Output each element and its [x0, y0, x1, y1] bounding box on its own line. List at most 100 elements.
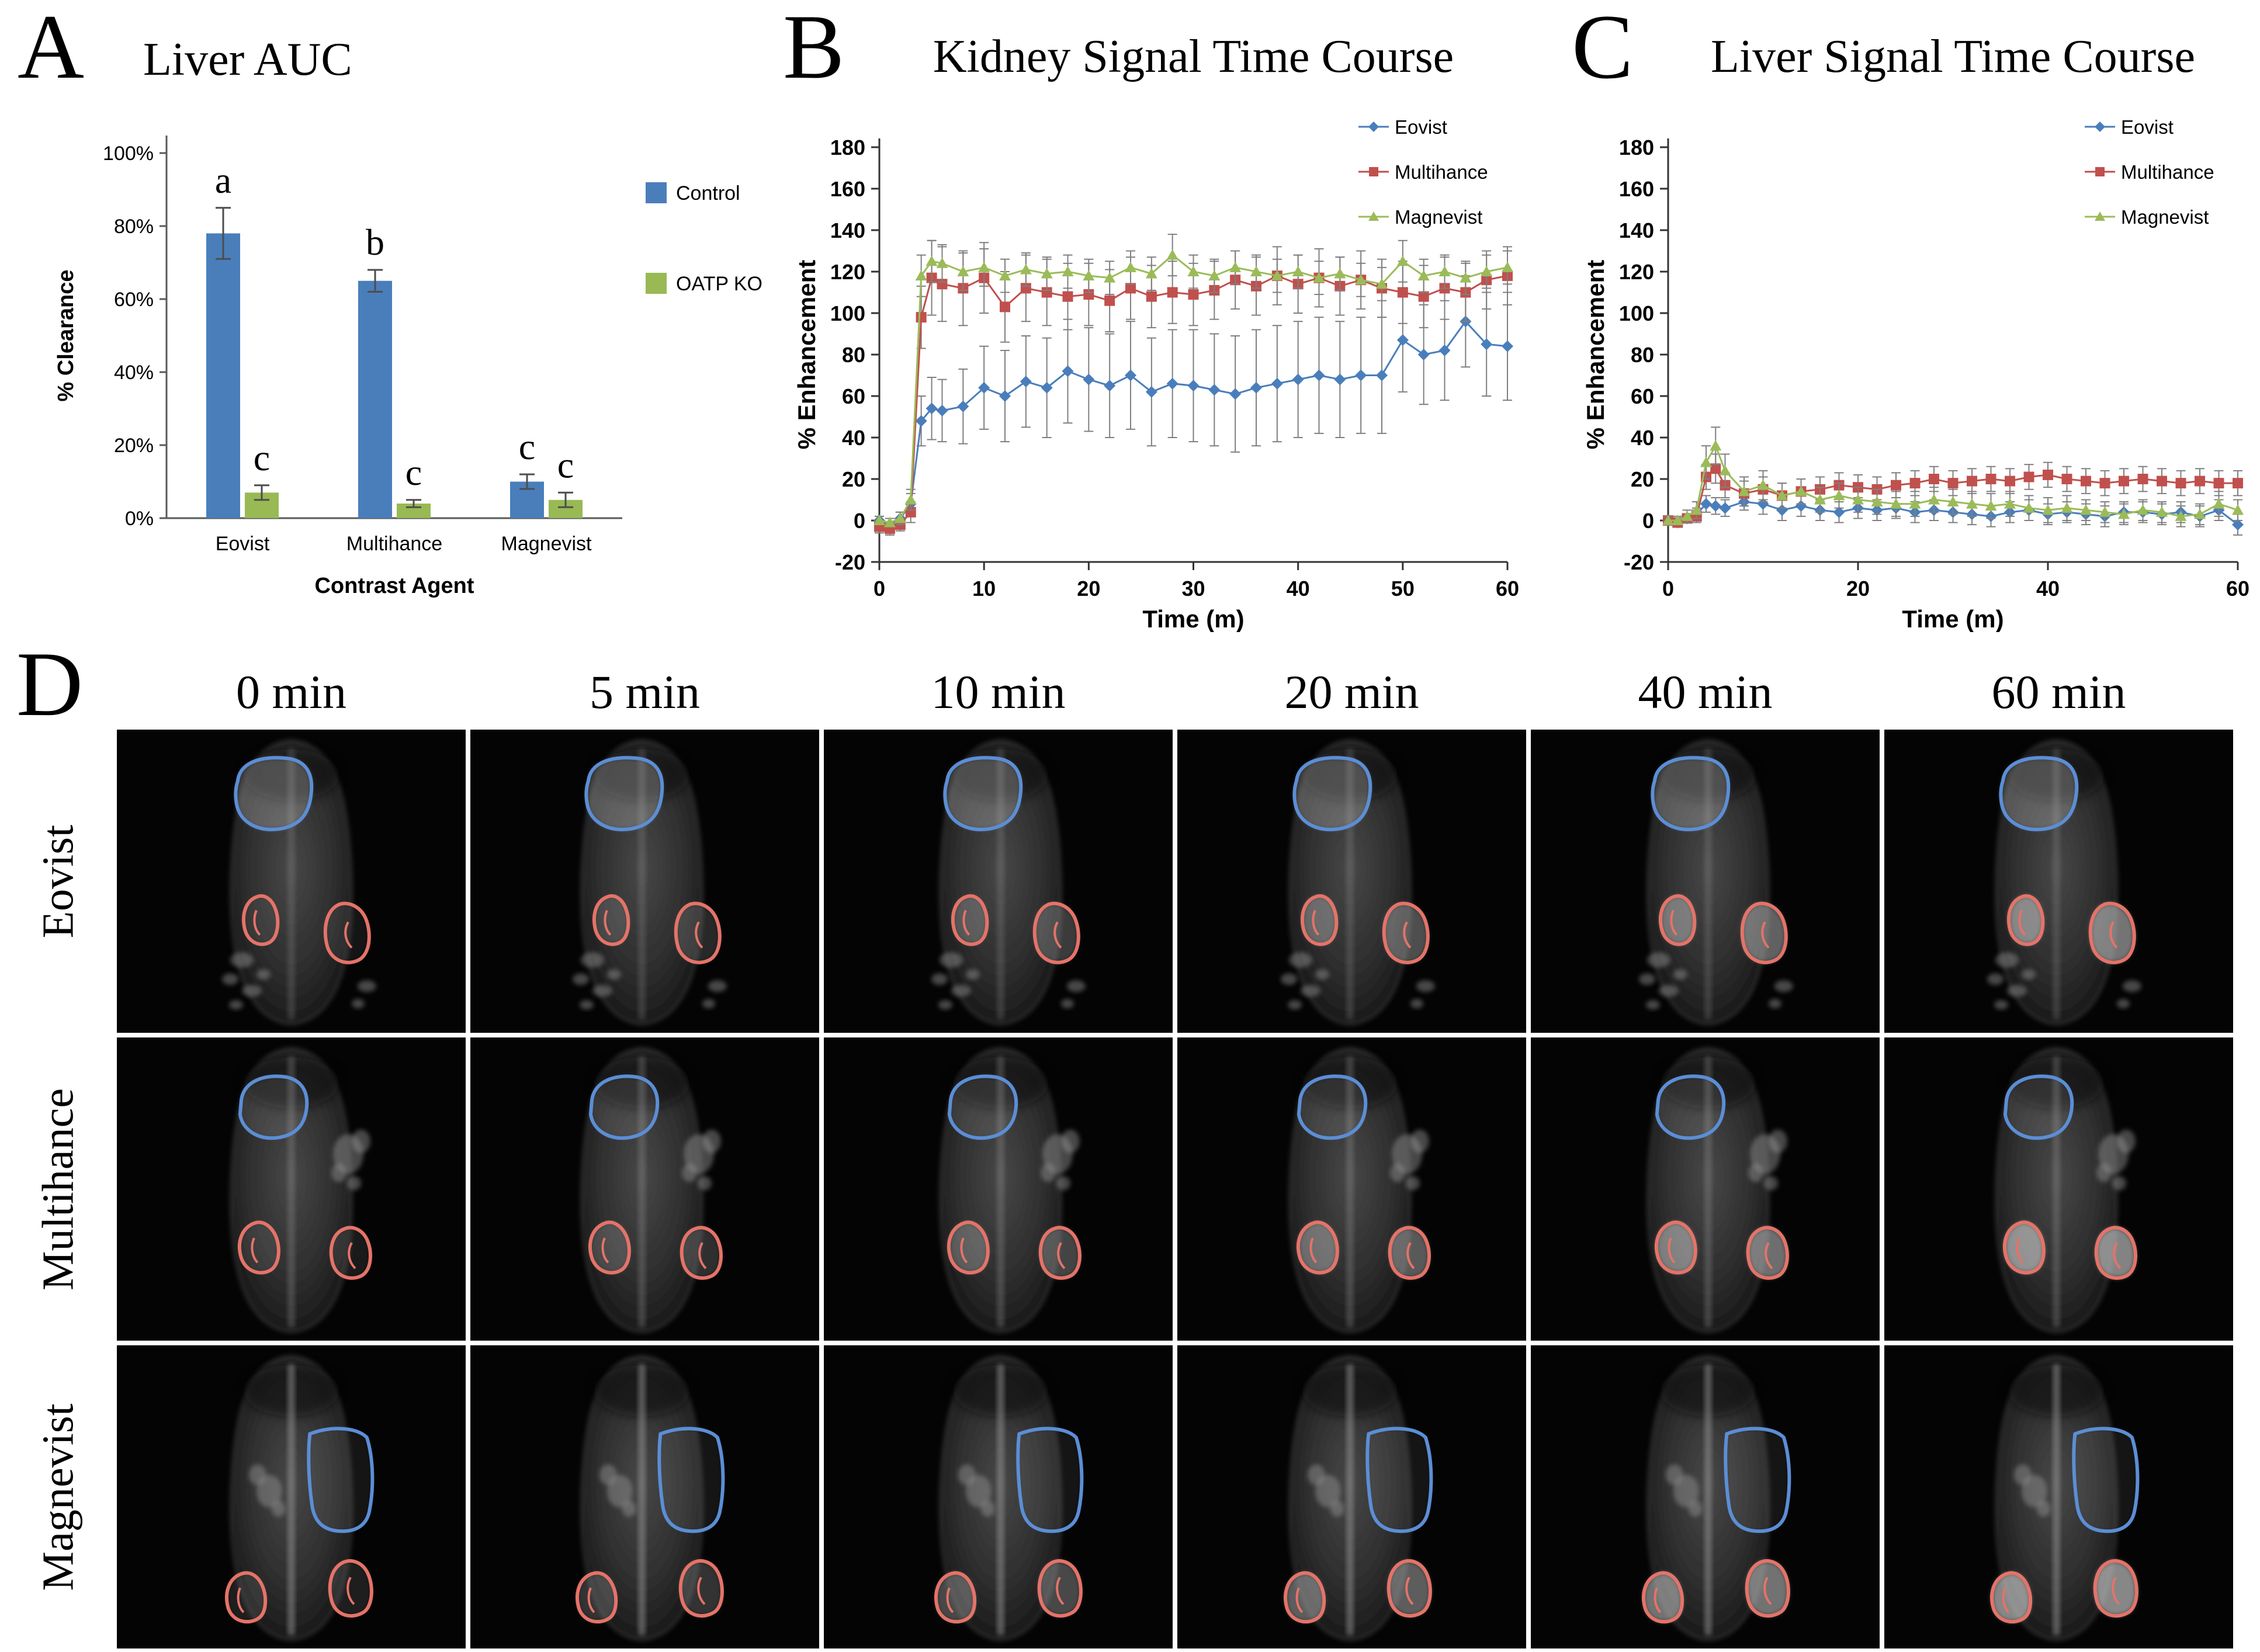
marker-diamond [1062, 365, 1074, 377]
bright-tissue [1416, 980, 1435, 992]
panel-b: B Kidney Signal Time Course -20 0 20 40 60 80… [783, 0, 1569, 632]
mouse-body-group [1288, 1047, 1431, 1334]
mri-image-eovist-40-min [1531, 730, 1880, 1033]
marker-diamond [1481, 338, 1493, 350]
legend-label: Magnevist [1395, 206, 1482, 228]
legend-label: Multihance [2121, 161, 2214, 183]
y-tick-label: 20 [842, 467, 865, 491]
kidney-enhancement [2008, 896, 2043, 945]
marker-triangle [1396, 255, 1409, 266]
marker-triangle [2004, 498, 2016, 509]
bright-tissue [1060, 999, 1074, 1009]
spine [2053, 1363, 2060, 1636]
mri-image-magnevist-0-min [117, 1345, 466, 1648]
marker-triangle [1690, 504, 1703, 515]
kidney-enhancement [243, 896, 278, 945]
marker-square [916, 312, 927, 323]
marker-diamond [1083, 373, 1095, 386]
legend-label: OATP KO [676, 273, 762, 295]
kidney-roi-outline-right [674, 901, 722, 964]
marker-square [1985, 474, 1996, 484]
kidney-roi-outline-right [1740, 901, 1788, 964]
kidney-enhancement [680, 1561, 722, 1616]
marker-square [2157, 476, 2167, 487]
spine [997, 1363, 1004, 1636]
significance-letter: a [215, 159, 231, 201]
liver-roi-outline [307, 1427, 375, 1533]
panel-c-letter: C [1572, 0, 1634, 98]
bright-tissue [351, 999, 365, 1009]
liver-time-course-line-chart: -20 0 20 40 60 80 100 120 140 160 180 0 20 40 60 Time (… [1582, 116, 2249, 632]
spine [1346, 1363, 1354, 1636]
legend-swatch [646, 182, 667, 203]
liver-roi-outline [588, 1074, 660, 1140]
marker-square [1891, 480, 1901, 491]
row-label-eovist: Eovist [33, 824, 83, 938]
mouse-body-group [931, 739, 1086, 1026]
marker-triangle [2061, 502, 2073, 513]
kidney-roi-outline-right [1037, 1559, 1083, 1618]
column-header-10-min: 10 min [931, 665, 1066, 719]
kidney-roi-inner-detail [1309, 1237, 1318, 1264]
legend-item-magnevist: Magnevist [2085, 206, 2209, 228]
marker-diamond [1041, 381, 1053, 394]
bright-tissue [682, 1163, 698, 1182]
bright-tissue [1289, 952, 1312, 968]
liver-enhancement [1367, 1428, 1431, 1532]
kidney-roi-inner-detail [2002, 1587, 2010, 1613]
marker-square [1909, 478, 1921, 489]
bright-tissue [698, 1176, 712, 1191]
kidney-roi-outline-right [680, 1226, 723, 1280]
y-tick-label: 0 [1642, 509, 1654, 533]
spine [287, 1363, 295, 1636]
marker-triangle [1208, 270, 1221, 281]
kidney-roi-inner-detail [1053, 921, 1062, 949]
marker-triangle [1719, 464, 1731, 476]
kidney-roi-outline-left [2003, 1220, 2046, 1275]
kidney-enhancement [1660, 896, 1695, 945]
kidney-roi-outline-right [1746, 1226, 1789, 1280]
bright-tissue [1673, 969, 1687, 980]
marker-triangle [2213, 498, 2225, 509]
marker-triangle [1229, 261, 1242, 272]
series-eovist [874, 275, 1513, 532]
x-category-label: Magnevist [501, 533, 592, 555]
y-tick-label: 80 [842, 343, 865, 367]
bright-tissue [1994, 1000, 2008, 1010]
mri-image-eovist-10-min [824, 730, 1173, 1033]
column-header-40-min: 40 min [1638, 665, 1773, 719]
x-tick-label: 40 [1287, 577, 1310, 601]
kidney-roi-outline-right [323, 901, 371, 964]
bright-tissue [1646, 1000, 1660, 1010]
mouse-body-group [1642, 1355, 1791, 1641]
kidney-enhancement [590, 1222, 629, 1273]
legend-item-multihance: Multihance [2085, 161, 2214, 183]
kidney-roi-outline-left [1301, 894, 1339, 946]
bright-tissue [1774, 980, 1793, 992]
marker-triangle [1738, 485, 1750, 497]
bright-tissue [702, 1129, 721, 1153]
marker-square [1104, 295, 1115, 306]
liver-roi-outline [1999, 756, 2079, 831]
kidney-roi-outline-right [2088, 901, 2136, 964]
kidney-roi-outline-left [592, 894, 630, 946]
kidney-enhancement [1748, 1227, 1787, 1278]
bright-tissue [940, 952, 963, 968]
liver-enhancement [2074, 1428, 2138, 1532]
marker-triangle [1460, 272, 1472, 283]
kidney-enhancement [681, 1227, 721, 1278]
marker-square [1967, 476, 1977, 487]
marker-triangle [1852, 494, 1864, 505]
x-tick-label: 20 [1077, 577, 1100, 601]
kidney-time-course-line-chart: -20 0 20 40 60 80 100 120 140 160 180 0 10 20 30 40 50 60… [793, 116, 1519, 632]
bright-tissue [599, 1464, 617, 1486]
bright-tissue [1060, 1129, 1080, 1153]
liver-enhancement [240, 1076, 307, 1139]
panel-d-letter: D [16, 633, 84, 735]
significance-letter: b [366, 221, 384, 263]
bright-tissue [592, 985, 612, 997]
x-tick-label: 50 [1391, 577, 1415, 601]
bright-tissue [347, 1176, 361, 1191]
y-tick-label: 0 [854, 509, 865, 533]
kidney-roi-inner-detail [1056, 1577, 1065, 1605]
